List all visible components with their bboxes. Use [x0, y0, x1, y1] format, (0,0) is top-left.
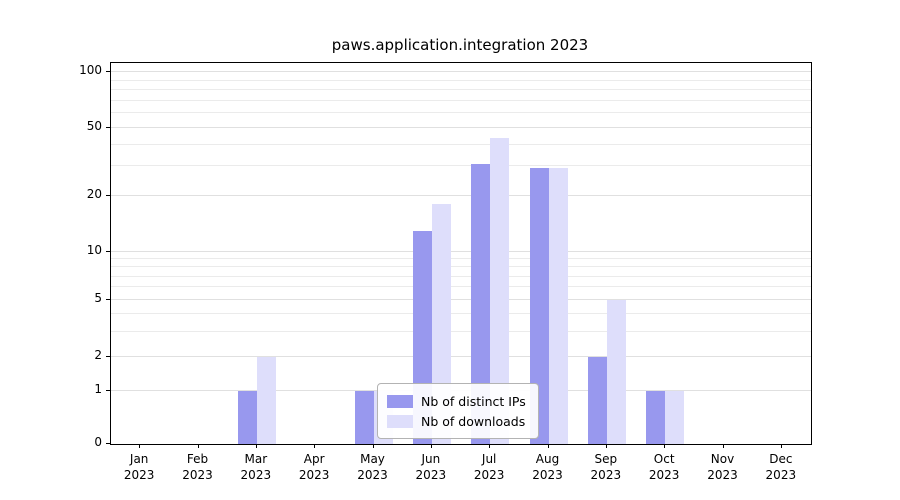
gridline — [111, 258, 811, 260]
gridline — [111, 112, 811, 114]
x-tick-mark — [430, 444, 432, 448]
bar-downloads-sep — [606, 299, 626, 444]
x-tick-mark — [780, 444, 782, 448]
x-tick-label: Feb 2023 — [182, 452, 213, 482]
x-tick-mark — [139, 444, 141, 448]
x-tick-label: Sep 2023 — [590, 452, 622, 482]
plot-area: Nb of distinct IPs Nb of downloads — [110, 62, 812, 445]
gridline — [111, 79, 811, 81]
gridline — [111, 266, 811, 268]
y-tick-label: 100 — [79, 63, 102, 78]
x-tick-mark — [255, 444, 257, 448]
gridline — [111, 275, 811, 277]
y-tick-mark — [106, 71, 110, 73]
y-tick-label: 1 — [94, 382, 102, 397]
x-tick-label: Apr 2023 — [298, 452, 330, 482]
y-tick-label: 20 — [86, 186, 102, 201]
bar-downloads-oct — [665, 391, 685, 444]
y-tick-label: 50 — [86, 119, 102, 134]
gridline — [111, 164, 811, 166]
x-tick-label: Aug 2023 — [532, 452, 563, 482]
x-tick-mark — [605, 444, 607, 448]
bar-ips-mar — [237, 391, 257, 444]
gridline — [111, 127, 811, 129]
legend-swatch-distinct-ips — [387, 394, 413, 408]
x-tick-mark — [197, 444, 199, 448]
y-tick-label: 0 — [94, 435, 102, 449]
gridline — [111, 89, 811, 91]
bar-ips-oct — [646, 391, 666, 444]
y-tick-mark — [106, 390, 110, 392]
y-tick-label: 2 — [94, 348, 102, 363]
legend-swatch-downloads — [387, 414, 413, 428]
x-tick-label: Jul 2023 — [473, 452, 505, 482]
x-tick-label: Jun 2023 — [415, 452, 447, 482]
gridline — [111, 298, 811, 300]
legend-entry-downloads: Nb of downloads — [387, 411, 526, 431]
bar-ips-aug — [529, 168, 549, 444]
bar-ips-may — [354, 391, 374, 444]
x-tick-label: Mar 2023 — [240, 452, 272, 482]
x-tick-mark — [489, 444, 491, 448]
gridline — [111, 286, 811, 288]
gridline — [111, 312, 811, 314]
x-tick-mark — [372, 444, 374, 448]
bar-downloads-aug — [548, 168, 568, 444]
gridline — [111, 330, 811, 332]
y-tick-mark — [106, 356, 110, 358]
gridline — [111, 356, 811, 358]
y-tick-mark — [106, 127, 110, 129]
bar-downloads-mar — [256, 357, 276, 444]
x-tick-mark — [722, 444, 724, 448]
x-tick-mark — [314, 444, 316, 448]
y-tick-label: 5 — [94, 290, 102, 305]
gridline — [111, 143, 811, 145]
x-tick-label: Jan 2023 — [123, 452, 155, 482]
gridline — [111, 71, 811, 73]
bar-downloads-jul — [490, 137, 510, 444]
gridline — [111, 250, 811, 252]
y-tick-mark — [106, 250, 110, 252]
bar-ips-jul — [471, 163, 491, 444]
y-tick-mark — [106, 194, 110, 196]
x-tick-label: Dec 2023 — [765, 452, 797, 482]
x-tick-label: Oct 2023 — [648, 452, 680, 482]
legend-label-distinct-ips: Nb of distinct IPs — [421, 393, 526, 409]
legend-label-downloads: Nb of downloads — [421, 413, 526, 429]
x-tick-label: Nov 2023 — [707, 452, 738, 482]
y-tick-mark — [106, 443, 110, 444]
legend: Nb of distinct IPs Nb of downloads — [377, 383, 539, 439]
chart-title: paws.application.integration 2023 — [331, 36, 589, 54]
x-tick-mark — [664, 444, 666, 448]
gridline — [111, 99, 811, 101]
x-tick-mark — [547, 444, 549, 448]
x-tick-label: May 2023 — [357, 452, 388, 482]
bar-ips-sep — [587, 357, 607, 444]
y-tick-label: 10 — [86, 242, 102, 257]
gridline — [111, 194, 811, 196]
y-tick-mark — [106, 298, 110, 300]
legend-entry-distinct-ips: Nb of distinct IPs — [387, 391, 526, 411]
